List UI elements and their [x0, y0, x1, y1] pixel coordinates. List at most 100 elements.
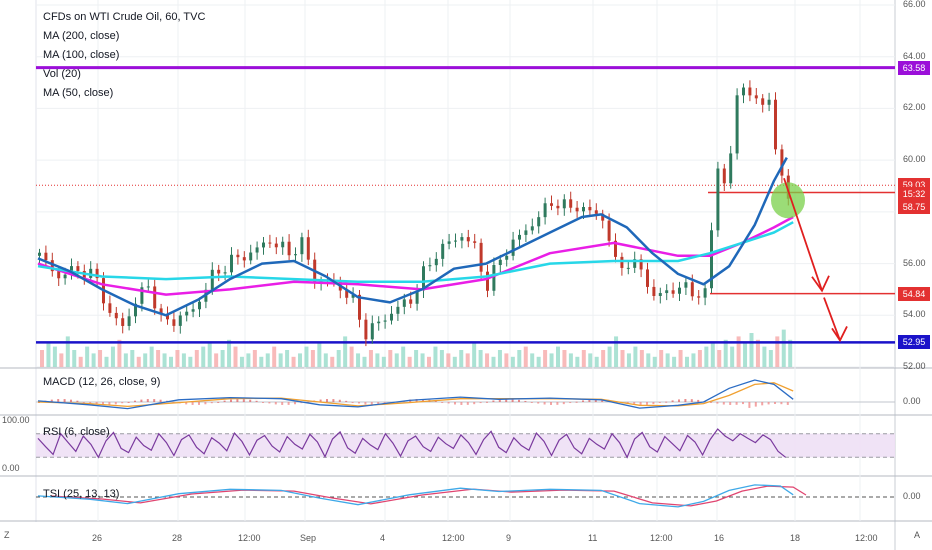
volume-bar [730, 346, 735, 367]
candle-body [754, 95, 758, 99]
volume-bar [259, 356, 264, 367]
price-tag: 58.75 [898, 199, 930, 214]
price-tag: 15:32 [898, 186, 930, 201]
volume-bar [220, 350, 225, 367]
macd-hist-bar [447, 402, 450, 404]
volume-bar [755, 339, 760, 367]
volume-bar [420, 353, 425, 367]
volume-bar [652, 356, 657, 367]
highlight-circle [771, 182, 805, 219]
candle-body [300, 237, 304, 255]
macd-hist-bar [486, 401, 488, 403]
forecast-arrow-2 [823, 297, 841, 341]
volume-bar [278, 353, 283, 367]
auto-scale-icon[interactable]: A [914, 530, 921, 540]
candle-body [108, 303, 112, 313]
macd-label[interactable]: MACD (12, 26, close, 9) [43, 376, 161, 388]
macd-hist-bar [492, 400, 495, 402]
volume-bar [465, 353, 470, 367]
price-tag: 52.95 [898, 335, 930, 350]
price-tag: 63.58 [898, 60, 930, 75]
candle-body [588, 207, 592, 211]
volume-bar [181, 353, 186, 367]
macd-hist-bar [300, 402, 303, 404]
x-tick-label: Sep [300, 533, 317, 543]
macd-hist-bar [678, 399, 680, 402]
volume-bar [78, 356, 83, 367]
legend-ma100[interactable]: MA (100, close) [43, 49, 120, 61]
legend-vol[interactable]: Vol (20) [43, 68, 81, 80]
volume-bar [478, 350, 483, 367]
volume-bar [130, 350, 135, 367]
candle-body [236, 254, 240, 258]
macd-hist-bar [684, 399, 687, 402]
volume-bar [162, 353, 167, 367]
volume-bar [543, 350, 548, 367]
macd-hist-bar [185, 402, 188, 405]
volume-bar [762, 346, 767, 367]
macd-hist-bar [242, 399, 245, 402]
volume-bar [697, 350, 702, 367]
macd-hist-bar [562, 402, 565, 405]
candle-body [742, 87, 745, 96]
volume-bar [394, 353, 399, 367]
chart-title[interactable]: CFDs on WTI Crude Oil, 60, TVC [43, 11, 206, 23]
candle-body [262, 242, 265, 248]
candle-body [582, 207, 585, 212]
price-tick-label: 64.00 [903, 50, 926, 61]
macd-hist-bar [262, 402, 264, 403]
macd-hist-bar [582, 400, 584, 402]
candle-body [466, 237, 470, 242]
candle-body [50, 260, 54, 272]
candle-body [178, 315, 182, 326]
rsi-tick-label-bottom: 0.00 [2, 463, 20, 473]
volume-bar [72, 350, 77, 367]
candle-body [780, 149, 784, 176]
volume-bar [736, 336, 741, 367]
volume-bar [633, 346, 638, 367]
macd-hist-bar [345, 400, 348, 402]
volume-bar [59, 353, 64, 367]
volume-bar [407, 356, 412, 367]
volume-bar [123, 353, 128, 367]
volume-bar [788, 339, 793, 367]
candle-body [633, 259, 637, 268]
macd-hist-bar [121, 402, 124, 404]
macd-hist-bar [326, 399, 328, 402]
price-tick-label: 54.00 [903, 309, 926, 320]
volume-bar [562, 350, 567, 367]
candle-body [498, 259, 502, 266]
x-tick-label: 12:00 [650, 533, 673, 543]
candle-body [146, 286, 150, 288]
volume-bar [452, 356, 457, 367]
volume-bar [672, 356, 677, 367]
volume-bar [246, 353, 251, 367]
macd-hist-bar [722, 402, 725, 405]
rsi-label[interactable]: RSI (6, close) [43, 426, 110, 438]
volume-bar [298, 353, 302, 367]
volume-bar [143, 353, 148, 367]
volume-bar [291, 356, 296, 367]
volume-bar [704, 346, 709, 367]
legend-ma200[interactable]: MA (200, close) [43, 30, 120, 42]
volume-bar [659, 350, 664, 367]
candle-body [114, 312, 118, 319]
macd-hist-bar [281, 402, 284, 405]
macd-hist-bar [57, 399, 60, 402]
volume-bar [485, 353, 490, 367]
macd-hist-bar [594, 399, 597, 402]
candle-body [537, 217, 541, 227]
volume-bar [304, 346, 309, 367]
volume-bar [504, 353, 509, 367]
volume-bar [98, 350, 103, 367]
volume-bar [749, 333, 754, 367]
candle-body [652, 286, 656, 296]
volume-bar [781, 329, 786, 367]
candle-body [230, 254, 233, 273]
tsi-label[interactable]: TSI (25, 13, 13) [43, 488, 120, 500]
candle-body [518, 234, 521, 240]
timezone-icon[interactable]: Z [4, 530, 10, 540]
macd-hist-bar [70, 399, 72, 402]
legend-ma50[interactable]: MA (50, close) [43, 87, 114, 99]
candle-body [479, 242, 483, 272]
